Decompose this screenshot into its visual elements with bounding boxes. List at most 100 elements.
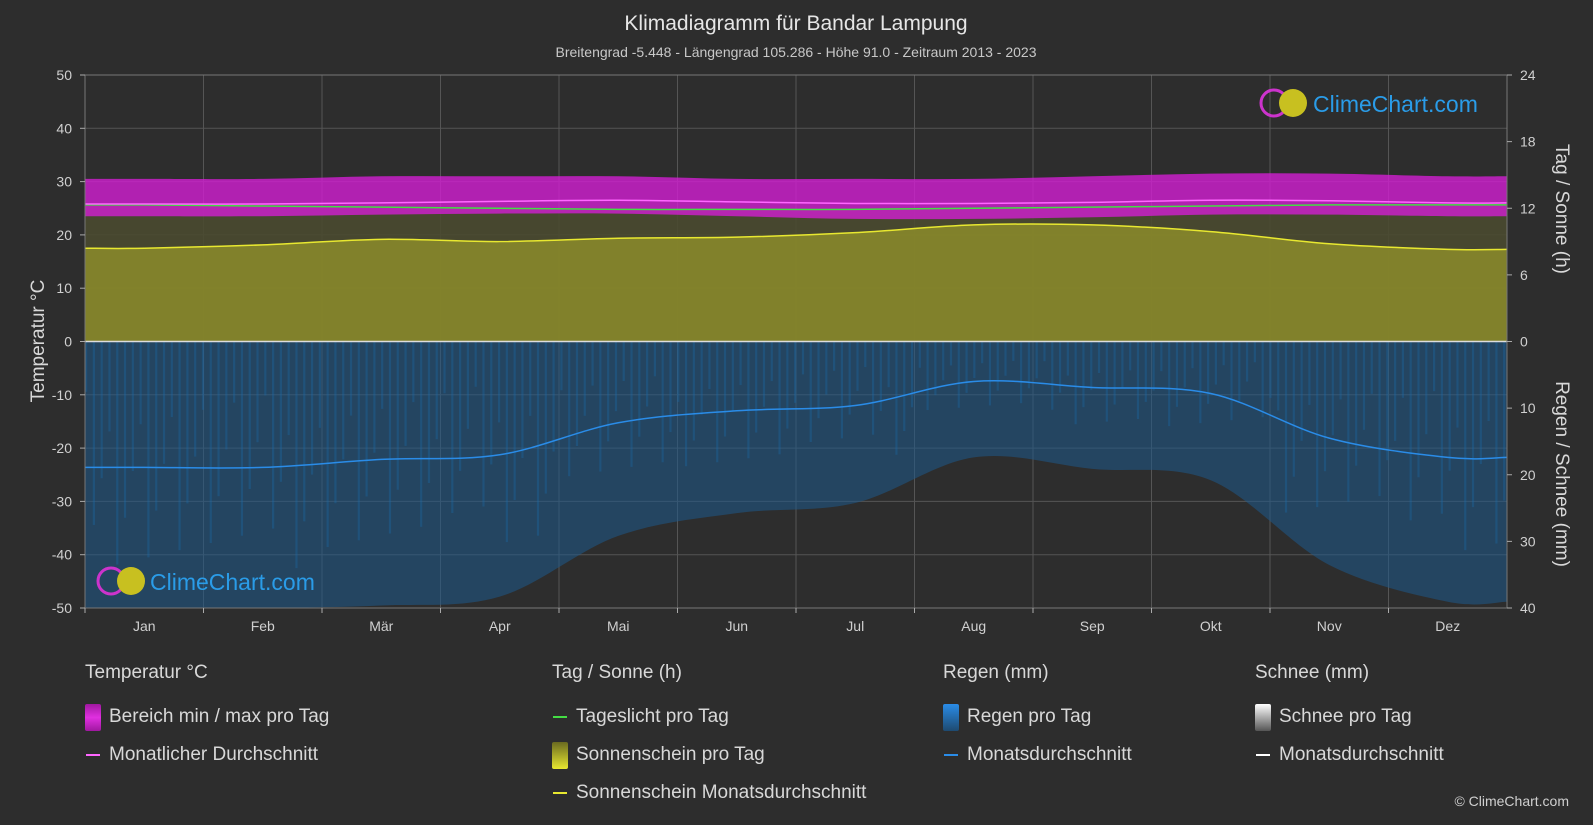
legend-rain-day-label: Regen pro Tag [967,706,1092,727]
rain-day-bar [1323,341,1327,472]
rain-day-bar [786,341,789,429]
rain-day-bar [575,341,579,447]
rain-day-bar [116,341,119,565]
x-tick-label: Okt [1200,618,1222,634]
rain-day-bar [638,341,641,437]
rain-day-bar [942,341,945,381]
rain-day-bar [848,341,851,415]
rain-day-bar [1440,341,1443,514]
x-tick-label: Apr [489,618,511,634]
rain-day-bar [1074,341,1077,425]
rain-day-bar [755,341,758,433]
rain-day-bar [1214,341,1218,385]
rain-day-bar [770,341,773,382]
rain-day-bar [1183,341,1186,388]
rain-day-bar [591,341,594,386]
rain-day-bar [201,341,205,410]
x-tick-label: Aug [961,618,986,634]
rain-day-bar [864,341,867,368]
rain-day-bar [1245,341,1249,382]
y-left-tick-label: 30 [56,174,72,190]
rain-day-bar [801,341,805,375]
rain-day-bar [443,341,446,394]
rain-day-bar [560,341,563,391]
temp-range-swatch [85,703,101,731]
y-axis-label-right-top: Tag / Sonne (h) [1551,144,1572,274]
rain-day-bar [1487,341,1490,421]
y-left-tick-label: -10 [52,387,72,403]
rain-day-bar [459,341,462,471]
sunshine-swatch [552,741,568,769]
rain-day-bar [1362,341,1366,430]
snow-avg-swatch [1256,754,1270,756]
rain-day-bar [996,341,999,391]
legend-sun-title: Tag / Sonne (h) [552,662,682,683]
rain-day-bar [451,341,454,514]
rain-day-bar [1160,341,1163,372]
daylight-swatch [553,716,567,718]
rain-day-bar [1471,341,1475,508]
rain-day-bar [287,341,290,436]
rain-day-bar [521,341,524,458]
rain-day-bar [1136,341,1140,419]
rain-day-bar [412,341,415,403]
y-left-tick-label: 50 [56,67,72,83]
rain-day-bar [513,341,516,501]
rain-day-bar [1386,341,1389,461]
rain-day-bar [147,341,150,558]
y-right-top-tick-label: 24 [1520,67,1536,83]
rain-day-bar [349,341,353,416]
x-tick-label: Nov [1317,618,1342,634]
x-tick-label: Dez [1435,618,1460,634]
rain-day-bar [1292,341,1295,477]
rain-day-bar [427,341,431,484]
rain-day-bar [1456,341,1459,428]
rain-day-bar [684,341,688,467]
temp-avg-swatch [86,754,100,756]
rain-day-bar [1082,341,1085,408]
rain-day-bar [388,341,392,534]
legend-sunshine-avg-label: Sonnenschein Monatsdurchschnitt [576,782,867,803]
rain-day-bar [568,341,571,477]
rain-day-bar [1043,341,1046,362]
legend-snow-avg: Monatsdurchschnitt [1255,736,1444,774]
rain-day-bar [1378,341,1381,497]
data-lines [84,199,1508,469]
rain-day-bar [326,341,329,548]
rain-day-bar [1253,341,1256,363]
y-right-top-tick-label: 6 [1520,267,1528,283]
y-right-top-tick-label: 0 [1520,334,1528,350]
rain-day-bar [1004,341,1007,376]
rain-day-bar [1316,341,1319,508]
rain-day-bar [404,341,407,446]
axes: 50 40 30 20 10 0 -10 -20 -30 -40 -50 24 18 12 6 0 10 20 30… [52,67,1536,634]
rain-day-bar [474,341,477,387]
rain-day-bar [981,341,984,364]
daylight-line [84,204,1507,211]
rain-day-bar [1066,341,1069,376]
rain-day-bar [778,341,781,455]
rain-day-bar [630,341,633,467]
rain-day-bar [1152,341,1155,391]
rain-day-bar [123,341,127,518]
rain-day-bar [1191,341,1194,369]
y-right-top-tick-label: 18 [1520,134,1536,150]
rain-day-bar [482,341,485,507]
rain-day-bar [1425,341,1428,435]
rain-day-bar [762,341,766,407]
rain-day-bar [747,341,750,459]
rain-day-bar [248,341,251,490]
logo-sun-icon [1279,89,1307,117]
rain-day-bar [435,341,438,440]
climate-chart: Klimadiagramm für Bandar Lampung Breiten… [28,12,1572,634]
rain-day-bar [357,341,360,541]
rain-day-bar [85,341,88,392]
rain-day-bar [209,341,212,543]
rain-day-bar [723,341,727,437]
rain-day-bar [809,341,812,443]
rain-day-bar [264,341,267,396]
rain-day-bar [310,341,314,475]
rain-day-bar [825,341,828,395]
rain-day-bar [1105,341,1108,422]
y-right-bottom-tick-label: 30 [1520,533,1536,549]
